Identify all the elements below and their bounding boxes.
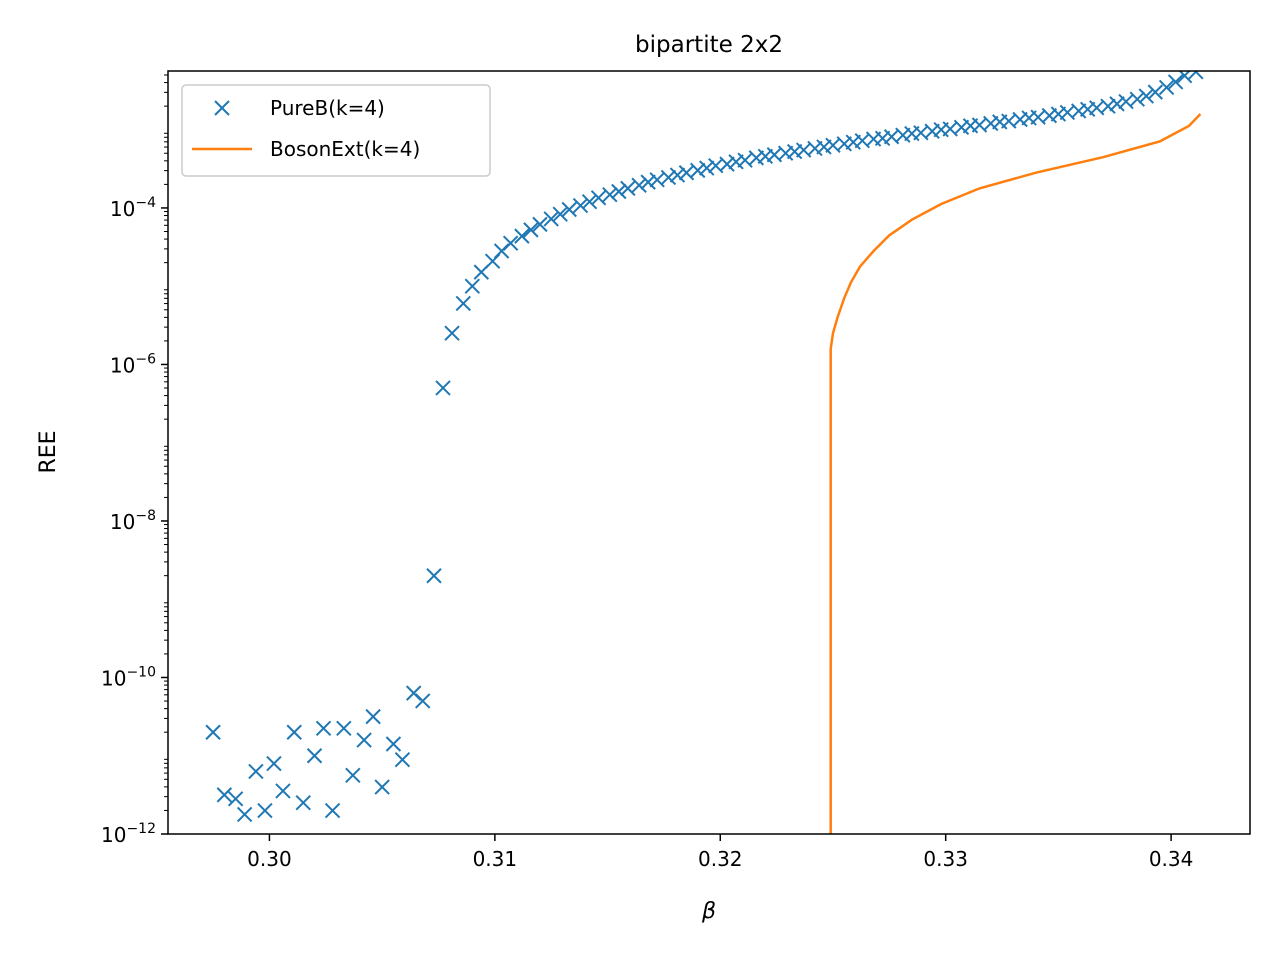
data-point-pureb — [514, 228, 530, 244]
data-point-pureb — [324, 802, 341, 819]
x-axis-label: β — [701, 899, 716, 924]
data-point-pureb — [257, 802, 273, 819]
data-point-pureb — [669, 167, 686, 183]
data-point-pureb — [1138, 88, 1155, 104]
data-point-pureb — [216, 787, 233, 803]
data-point-pureb — [1129, 91, 1145, 107]
x-axis: 0.30 0.31 0.32 0.33 0.34 — [247, 834, 1193, 871]
data-point-pureb — [699, 160, 715, 176]
data-point-pureb — [435, 380, 451, 396]
data-point-pureb — [415, 693, 431, 709]
data-point-pureb — [356, 732, 372, 748]
data-point-pureb — [365, 708, 381, 725]
y-tick-exponent: −8 — [135, 508, 156, 524]
data-point-pureb — [690, 162, 706, 179]
data-point-pureb — [444, 325, 460, 341]
data-point-pureb — [640, 174, 656, 190]
data-point-pureb — [1109, 96, 1125, 112]
y-tick-label: 10−4 — [110, 195, 156, 221]
data-point-pureb — [426, 568, 442, 584]
data-point-pureb — [1167, 74, 1184, 90]
plot-frame — [167, 70, 1251, 835]
y-tick-exponent: −6 — [135, 351, 156, 367]
legend-box — [181, 84, 491, 177]
data-point-pureb — [336, 720, 352, 737]
x-tick-label: 0.33 — [923, 847, 968, 871]
data-point-pureb — [227, 791, 244, 807]
data-point-pureb — [572, 197, 589, 214]
y-tick-base: 10 — [101, 823, 126, 847]
x-tick-label: 0.34 — [1149, 847, 1194, 871]
data-point-pureb — [502, 235, 519, 251]
y-tick-exponent: −4 — [135, 195, 156, 211]
data-point-pureb — [660, 169, 677, 186]
chart-title: bipartite 2x2 — [635, 32, 783, 58]
series-layer — [205, 71, 1204, 834]
data-point-pureb — [345, 767, 361, 784]
y-tick-label: 10−8 — [110, 508, 156, 534]
y-tick-base: 10 — [110, 353, 135, 377]
y-tick-label: 10−12 — [101, 821, 156, 847]
data-point-pureb — [523, 222, 539, 238]
x-tick-label: 0.30 — [247, 847, 292, 871]
data-point-pureb — [394, 751, 411, 768]
y-tick-label: 10−10 — [101, 664, 156, 690]
data-point-pureb — [581, 193, 598, 210]
data-point-pureb — [1188, 71, 1204, 80]
data-point-pureb — [286, 724, 302, 740]
y-tick-base: 10 — [110, 510, 135, 534]
data-point-pureb — [590, 190, 607, 206]
data-point-pureb — [295, 794, 311, 811]
data-point-pureb — [374, 779, 390, 795]
y-axis-label: REE — [36, 430, 61, 473]
x-tick-label: 0.31 — [473, 847, 518, 871]
data-point-pureb — [719, 156, 735, 172]
data-point-pureb — [532, 216, 548, 233]
data-point-pureb — [236, 806, 253, 823]
legend: PureB(k=4) BosonExt(k=4) — [181, 84, 491, 177]
data-point-pureb — [1158, 79, 1175, 96]
data-point-pureb — [385, 736, 402, 752]
data-point-pureb — [306, 748, 323, 764]
data-point-pureb — [315, 720, 332, 737]
data-point-pureb — [552, 206, 568, 222]
data-point-pureb — [631, 177, 647, 193]
data-point-pureb — [1100, 98, 1116, 114]
y-tick-base: 10 — [101, 666, 126, 690]
data-point-pureb — [205, 724, 221, 740]
data-point-pureb — [455, 295, 472, 312]
data-point-pureb — [266, 755, 282, 772]
series-line-bosonext — [829, 113, 1202, 834]
legend-label: BosonExt(k=4) — [270, 137, 420, 161]
legend-swatch-marker — [214, 100, 230, 116]
data-point-pureb — [543, 211, 559, 227]
y-tick-base: 10 — [110, 197, 135, 221]
legend-label: PureB(k=4) — [270, 96, 385, 120]
data-point-pureb — [611, 183, 627, 200]
data-point-pureb — [248, 763, 264, 780]
data-point-pureb — [602, 186, 618, 203]
data-point-pureb — [464, 278, 481, 294]
y-tick-exponent: −10 — [126, 664, 156, 680]
data-point-pureb — [620, 180, 636, 197]
y-tick-exponent: −12 — [126, 821, 156, 837]
y-tick-label: 10−6 — [110, 351, 156, 377]
data-point-pureb — [561, 201, 577, 218]
data-point-pureb — [1147, 84, 1164, 100]
plot-area — [167, 70, 1251, 835]
data-point-pureb — [275, 783, 291, 799]
x-tick-label: 0.32 — [698, 847, 743, 871]
